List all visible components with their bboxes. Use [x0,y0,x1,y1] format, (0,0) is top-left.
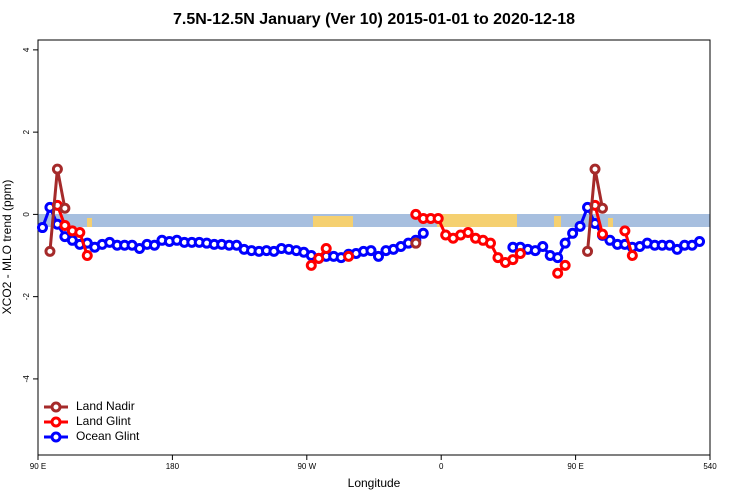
data-point [596,228,608,240]
data-point [567,227,579,239]
data-point [552,252,564,264]
land-patch [554,216,561,227]
land-patch [313,216,353,227]
legend-marker [50,431,62,443]
data-point [343,250,355,262]
data-point [59,219,71,231]
data-point [365,245,377,257]
data-point [596,202,608,214]
data-point [514,247,526,259]
x-tick-label: 180 [166,462,180,471]
y-tick-label: -2 [22,293,31,301]
data-point [507,254,519,266]
data-point [51,163,63,175]
land-mask [38,214,710,227]
y-tick-label: 0 [22,212,31,217]
y-axis-label: XCO2 - MLO trend (ppm) [0,180,14,315]
data-point [619,225,631,237]
data-point [589,163,601,175]
land-patch [437,214,517,227]
legend-marker [50,401,62,413]
data-point [410,237,422,249]
ocean-band [38,214,710,227]
y-tick-label: 4 [22,47,31,52]
legend-label: Land Glint [76,414,131,428]
data-point [372,250,384,262]
data-point [694,236,706,248]
data-point [81,250,93,262]
x-tick-label: 90 E [567,462,583,471]
data-point [574,220,586,232]
x-tick-label: 90 E [30,462,46,471]
data-point [552,267,564,279]
y-tick-label: 2 [22,129,31,134]
land-patch [87,218,92,227]
data-point [59,202,71,214]
plot-frame [37,39,711,456]
data-point [44,245,56,257]
data-point [305,259,317,271]
data-point [559,237,571,249]
data-point [484,237,496,249]
x-tick-label: 90 W [297,462,316,471]
data-point [417,227,429,239]
data-point [320,243,332,255]
x-axis-label: Longitude [348,476,401,490]
data-point [432,213,444,225]
x-tick-label: 540 [703,462,717,471]
data-point [582,245,594,257]
legend-label: Ocean Glint [76,429,140,443]
chart-title: 7.5N-12.5N January (Ver 10) 2015-01-01 t… [173,11,575,28]
data-point [462,226,474,238]
legend-label: Land Nadir [76,399,135,413]
y-tick-label: -4 [22,375,31,383]
data-point [537,240,549,252]
data-point [559,259,571,271]
data-point [492,252,504,264]
data-point [626,250,638,262]
data-point [148,239,160,251]
data-point [74,226,86,238]
legend-marker [50,416,62,428]
data-point [313,252,325,264]
land-patch [608,218,613,227]
x-tick-label: 0 [439,462,444,471]
data-point [36,222,48,234]
